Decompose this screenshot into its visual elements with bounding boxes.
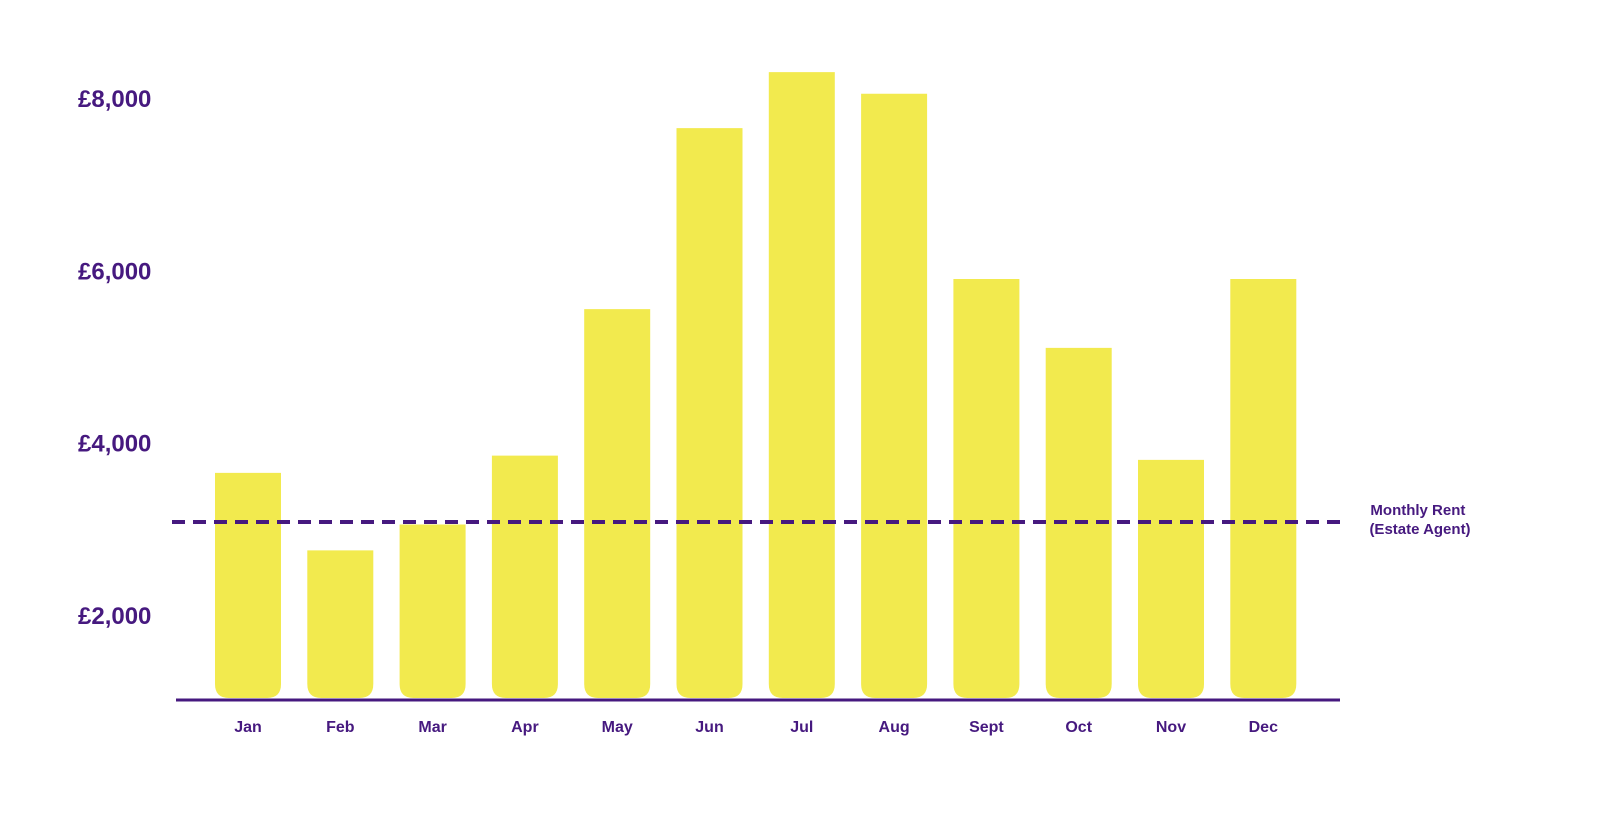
x-axis-ticks: Jan Feb Mar Apr May Jun Jul Aug Sept Oct Nov Dec	[234, 719, 1278, 736]
bar-jun	[676, 128, 743, 699]
bar-feb	[307, 550, 374, 698]
bar-aug	[861, 93, 928, 699]
y-axis-ticks: £2,000 £4,000 £6,000 £8,000	[78, 86, 151, 630]
y-tick-label: £2,000	[78, 603, 151, 630]
x-tick-label: Jan	[234, 719, 262, 736]
bar-nov	[1138, 459, 1204, 698]
x-tick-label: May	[602, 719, 633, 736]
bar-apr	[491, 455, 558, 698]
bar-dec	[1230, 278, 1297, 698]
bar-jul	[768, 72, 835, 698]
y-tick-label: £8,000	[78, 86, 151, 113]
reference-line-label: Monthly Rent (Estate Agent)	[1369, 502, 1470, 538]
y-tick-label: £6,000	[78, 258, 151, 285]
x-tick-label: Mar	[418, 719, 446, 736]
x-tick-label: Dec	[1249, 719, 1278, 736]
x-tick-label: Sept	[969, 719, 1004, 736]
reference-line-label-line-2: (Estate Agent)	[1369, 521, 1470, 538]
x-tick-label: Feb	[326, 719, 355, 736]
bar-may	[584, 309, 651, 698]
x-tick-label: Jul	[790, 719, 813, 736]
bar-jan	[215, 472, 281, 698]
bar-mar	[399, 524, 466, 698]
x-tick-label: Apr	[511, 719, 539, 736]
bars-group	[215, 72, 1297, 699]
x-tick-label: Oct	[1065, 719, 1092, 736]
y-tick-label: £4,000	[78, 431, 151, 458]
x-tick-label: Jun	[695, 719, 723, 736]
reference-line-label-line-1: Monthly Rent	[1370, 502, 1465, 519]
x-tick-label: Nov	[1156, 719, 1186, 736]
x-tick-label: Aug	[879, 719, 910, 736]
bar-sept	[953, 278, 1020, 698]
